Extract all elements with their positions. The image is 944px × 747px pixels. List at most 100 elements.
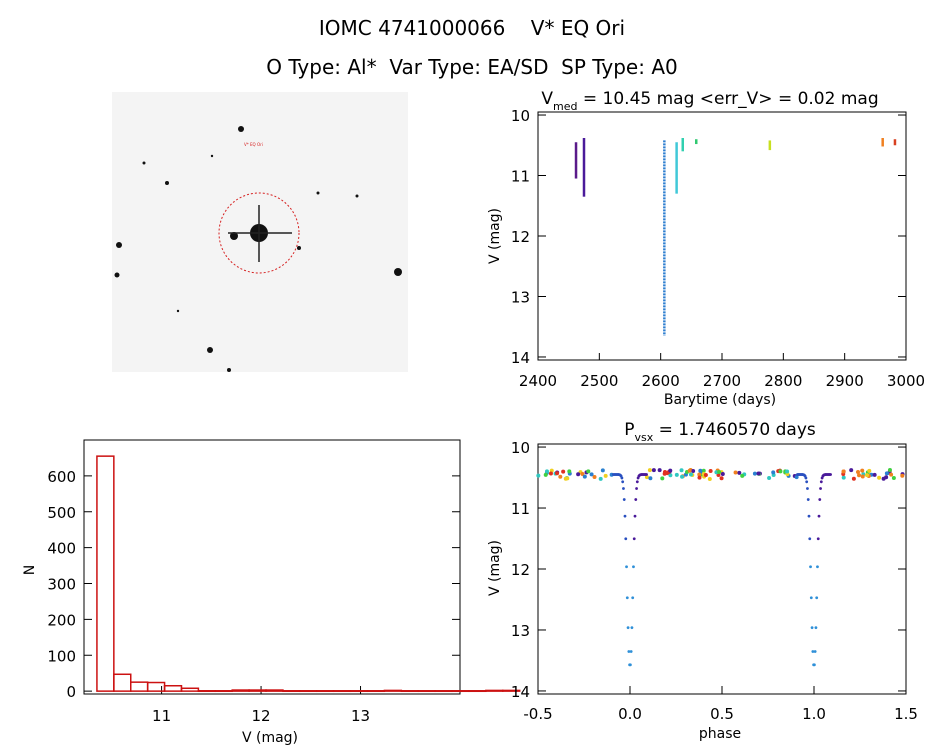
phase-point-ecl-1-11 [804, 476, 808, 480]
phase-point-base-129 [679, 468, 684, 473]
phase-point-base-72 [586, 469, 591, 474]
star-11 [355, 194, 359, 198]
page-subtitle: O Type: Al* Var Type: EA/SD SP Type: A0 [266, 55, 678, 79]
phase-point-base-106 [707, 476, 712, 481]
phase-point-base-105 [555, 471, 560, 476]
h-ytick-label-1: 100 [47, 647, 76, 665]
hist-bar-11 [282, 690, 301, 693]
star-12 [227, 368, 231, 372]
phased-title-rest: = 1.7460570 days [653, 420, 816, 440]
phase-point-base-95 [794, 475, 799, 480]
phase-point-ecl-1-25 [815, 596, 819, 600]
hist-bar-0 [96, 455, 115, 692]
phase-point-base-137 [884, 471, 889, 476]
phase-point-base-71 [644, 475, 649, 480]
hist-bar-14 [332, 690, 352, 693]
phase-point-base-111 [889, 472, 894, 477]
target-label: V* EQ Ori [244, 142, 263, 147]
phase-point-base-19 [737, 470, 742, 475]
star-4 [116, 242, 122, 248]
phase-point-base-96 [872, 472, 877, 477]
phase-point-base-93 [891, 476, 896, 481]
hist-bar-22 [468, 690, 487, 693]
target-circle [218, 192, 300, 274]
lc-xtick-label-0: 2400 [519, 372, 557, 390]
phase-point-ecl-0-19 [626, 626, 630, 630]
lightcurve-ticks: 2400 2500 2600 2700 2800 2900 3000 10 11 12 13 14 [511, 107, 925, 390]
phase-point-base-103 [720, 471, 725, 476]
phase-point-base-51 [887, 467, 892, 472]
phase-point-base-62 [856, 470, 861, 475]
h-ytick-label-3: 300 [47, 576, 76, 594]
h-ytick-label-6: 600 [47, 468, 76, 486]
phase-point-base-132 [733, 470, 738, 475]
lc-xtick-label-5: 2900 [826, 372, 864, 390]
phased-title-main: P [624, 420, 634, 440]
lc-xtick-label-3: 2700 [703, 372, 741, 390]
lightcurve-ylabel: V (mag) [487, 208, 503, 264]
phase-point-base-136 [767, 476, 772, 481]
phase-point-ecl-0-29 [634, 498, 638, 501]
page-title: IOMC 4741000066 V* EQ Ori [318, 16, 626, 40]
phase-point-base-112 [548, 471, 553, 476]
phase-point-ecl-0-14 [622, 498, 626, 501]
h-xtick-label-2: 13 [351, 707, 370, 725]
phase-point-ecl-1-12 [805, 480, 809, 484]
phased-frame [537, 443, 907, 695]
phase-point-base-17 [598, 476, 603, 481]
phase-point-ecl-1-20 [811, 650, 815, 653]
phase-point-ecl-0-28 [633, 514, 637, 518]
finder-image: V* EQ Ori [112, 92, 408, 372]
histogram-ylabel: N [22, 565, 38, 575]
lightcurve-xlabel: Barytime (days) [664, 392, 776, 408]
phase-point-ecl-0-11 [620, 476, 624, 480]
hist-bar-2 [130, 681, 149, 692]
star-6 [207, 347, 213, 353]
histogram-ticks: 11 12 13 0 100 200 300 400 500 600 [47, 468, 460, 725]
lightcurve-title: Vmed = 10.45 mag <err_V> = 0.02 mag [541, 89, 878, 113]
star-8 [142, 161, 146, 165]
phase-point-ecl-0-23 [629, 650, 633, 653]
phase-point-ecl-0-18 [625, 596, 629, 600]
phase-point-ecl-0-26 [632, 565, 635, 569]
hist-bar-16 [366, 690, 386, 693]
hist-bar-13 [316, 690, 335, 693]
phase-point-ecl-1-43 [829, 473, 832, 476]
phase-point-ecl-1-27 [816, 537, 820, 541]
phase-point-ecl-0-25 [631, 596, 635, 600]
star-3 [394, 268, 402, 276]
phase-point-ecl-1-17 [809, 565, 812, 569]
phase-point-base-110 [651, 468, 656, 473]
star-5 [114, 272, 120, 278]
star-13 [210, 154, 214, 158]
phase-point-base-107 [778, 469, 783, 474]
lightcurve-panel: Vmed = 10.45 mag <err_V> = 0.02 mag 2400… [487, 89, 925, 408]
phase-point-ecl-1-28 [817, 514, 821, 518]
histogram-xlabel: V (mag) [242, 730, 298, 746]
phase-point-base-56 [708, 469, 713, 474]
hist-bar-18 [400, 690, 419, 693]
p-xtick-label-4: 1.5 [894, 705, 918, 723]
phase-point-ecl-1-16 [808, 537, 812, 541]
phase-point-ecl-0-30 [635, 487, 638, 490]
phase-point-base-59 [544, 469, 549, 474]
phase-point-ecl-1-18 [809, 596, 813, 600]
phase-point-base-30 [701, 468, 706, 473]
lc-xtick-label-1: 2500 [580, 372, 618, 390]
phase-point-base-91 [719, 476, 724, 481]
phase-point-base-138 [884, 475, 889, 480]
star-14 [176, 309, 180, 313]
phase-point-ecl-1-19 [810, 626, 814, 630]
lightcurve-title-rest: = 10.45 mag <err_V> = 0.02 mag [577, 89, 878, 109]
phase-point-base-43 [877, 475, 882, 480]
finder-stars [114, 126, 402, 372]
phase-point-base-100 [740, 473, 745, 478]
phased-title-sub: vsx [634, 431, 653, 444]
phase-point-ecl-1-30 [819, 487, 822, 490]
phase-point-ecl-1-26 [816, 565, 819, 569]
phase-point-ecl-0-43 [645, 473, 648, 476]
phase-point-base-121 [567, 469, 572, 474]
hist-bar-10 [265, 689, 284, 692]
phase-point-base-127 [867, 468, 872, 473]
